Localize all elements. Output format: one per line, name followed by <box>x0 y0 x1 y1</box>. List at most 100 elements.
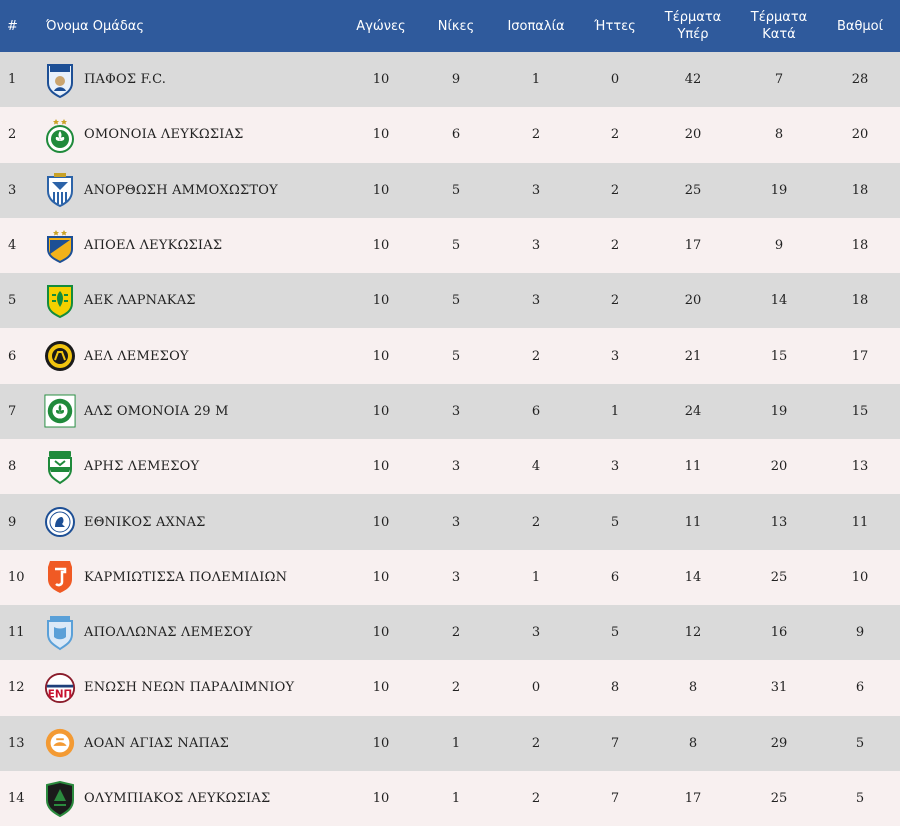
team-info[interactable]: ΕΝΠ ΕΝΩΣΗ ΝΕΩΝ ΠΑΡΑΛΙΜΝΙΟΥ <box>44 670 340 706</box>
team-name[interactable]: ΟΛΥΜΠΙΑΚΟΣ ΛΕΥΚΩΣΙΑΣ <box>84 791 271 806</box>
header-goals-against[interactable]: Τέρματα Κατά <box>738 0 820 52</box>
played-cell: 10 <box>372 238 390 254</box>
team-name[interactable]: ΑΡΗΣ ΛΕΜΕΣΟΥ <box>84 459 200 475</box>
team-name[interactable]: ΑΛΣ ΟΜΟΝΟΙΑ 29 Μ <box>84 403 229 419</box>
table-row[interactable]: 9 ΕΘΝΙΚΟΣ ΑΧΝΑΣ 10 3 2 5 11 13 11 <box>0 494 900 550</box>
gf-cell: 21 <box>684 348 702 364</box>
team-cell[interactable]: ΟΜΟΝΟΙΑ ΛΕΥΚΩΣΙΑΣ <box>40 107 340 162</box>
gf-cell: 25 <box>684 182 702 198</box>
points-cell: 18 <box>851 182 869 198</box>
header-points[interactable]: Βαθμοί <box>836 18 884 34</box>
draws-cell: 2 <box>531 514 541 530</box>
played-cell: 10 <box>372 348 390 364</box>
table-row[interactable]: 3 ΑΝΟΡΘΩΣΗ ΑΜΜΟΧΩΣΤΟΥ 10 5 3 2 25 19 18 <box>0 162 900 218</box>
rank-cell: 2 <box>8 127 17 143</box>
wins-cell: 2 <box>451 625 461 641</box>
gf-cell: 20 <box>684 127 702 143</box>
table-row[interactable]: 13 ΑΟΑΝ ΑΓΙΑΣ ΝΑΠΑΣ 10 1 2 7 8 29 5 <box>0 715 900 771</box>
team-info[interactable]: ΕΘΝΙΚΟΣ ΑΧΝΑΣ <box>44 504 340 540</box>
team-info[interactable]: ΑΡΗΣ ΛΕΜΕΣΟΥ <box>44 449 340 485</box>
table-row[interactable]: 11 ΑΠΟΛΛΩΝΑΣ ΛΕΜΕΣΟΥ 10 2 3 5 12 16 9 <box>0 604 900 661</box>
played-cell: 10 <box>372 791 390 806</box>
team-info[interactable]: ΚΑΡΜΙΩΤΙΣΣΑ ΠΟΛΕΜΙΔΙΩΝ <box>44 559 340 595</box>
table-row[interactable]: 8 ΑΡΗΣ ΛΕΜΕΣΟΥ 10 3 4 3 11 20 13 <box>0 439 900 495</box>
table-row[interactable]: 4 ΑΠΟΕΛ ΛΕΥΚΩΣΙΑΣ 10 5 3 2 17 9 18 <box>0 217 900 274</box>
team-cell[interactable]: ΑΕΚ ΛΑΡΝΑΚΑΣ <box>40 273 340 328</box>
draws-cell: 3 <box>531 238 541 254</box>
team-info[interactable]: ΠΑΦΟΣ F.C. <box>44 62 340 98</box>
team-cell[interactable]: ΑΠΟΛΛΩΝΑΣ ΛΕΜΕΣΟΥ <box>40 605 340 660</box>
table-row[interactable]: 6 ΑΕΛ ΛΕΜΕΣΟΥ 10 5 2 3 21 15 17 <box>0 328 900 384</box>
gf-cell: 17 <box>684 791 702 806</box>
wins-cell: 9 <box>451 72 461 88</box>
team-info[interactable]: ΑΟΑΝ ΑΓΙΑΣ ΝΑΠΑΣ <box>44 725 340 761</box>
team-info[interactable]: ΑΝΟΡΘΩΣΗ ΑΜΜΟΧΩΣΤΟΥ <box>44 172 340 208</box>
team-cell[interactable]: ΕΘΝΙΚΟΣ ΑΧΝΑΣ <box>40 494 340 549</box>
team-info[interactable]: ΟΛΥΜΠΙΑΚΟΣ ΛΕΥΚΩΣΙΑΣ <box>44 780 340 817</box>
team-cell[interactable]: ΑΛΣ ΟΜΟΝΟΙΑ 29 Μ <box>40 384 340 439</box>
ga-cell: 13 <box>770 514 788 530</box>
team-cell[interactable]: ΑΕΛ ΛΕΜΕΣΟΥ <box>40 328 340 383</box>
team-name[interactable]: ΑΝΟΡΘΩΣΗ ΑΜΜΟΧΩΣΤΟΥ <box>84 182 278 198</box>
rank-cell: 13 <box>8 735 25 751</box>
gf-cell: 11 <box>684 514 702 530</box>
team-cell[interactable]: ΑΝΟΡΘΩΣΗ ΑΜΜΟΧΩΣΤΟΥ <box>40 163 340 218</box>
team-name[interactable]: ΚΑΡΜΙΩΤΙΣΣΑ ΠΟΛΕΜΙΔΙΩΝ <box>84 569 288 585</box>
team-cell[interactable]: ΚΑΡΜΙΩΤΙΣΣΑ ΠΟΛΕΜΙΔΙΩΝ <box>40 550 340 605</box>
team-cell[interactable]: ΟΛΥΜΠΙΑΚΟΣ ΛΕΥΚΩΣΙΑΣ <box>40 771 340 826</box>
table-row[interactable]: 7 ΑΛΣ ΟΜΟΝΟΙΑ 29 Μ 10 3 6 1 24 19 15 <box>0 383 900 440</box>
header-draws[interactable]: Ισοπαλία <box>507 18 565 34</box>
played-cell: 10 <box>372 735 390 751</box>
team-cell[interactable]: ΕΝΠ ΕΝΩΣΗ ΝΕΩΝ ΠΑΡΑΛΙΜΝΙΟΥ <box>40 660 340 715</box>
played-cell: 10 <box>372 514 390 530</box>
team-name[interactable]: ΑΟΑΝ ΑΓΙΑΣ ΝΑΠΑΣ <box>84 735 230 751</box>
header-team-name[interactable]: Όνομα Ομάδας <box>46 18 144 34</box>
team-info[interactable]: ΑΕΛ ΛΕΜΕΣΟΥ <box>44 338 340 374</box>
team-cell[interactable]: ΑΟΑΝ ΑΓΙΑΣ ΝΑΠΑΣ <box>40 716 340 771</box>
points-cell: 9 <box>855 625 865 641</box>
enp-crest-icon: ΕΝΠ <box>44 670 76 706</box>
team-name[interactable]: ΑΠΟΕΛ ΛΕΥΚΩΣΙΑΣ <box>84 238 223 254</box>
header-goals-for-line2: Υπέρ <box>677 27 709 42</box>
table-row[interactable]: 5 ΑΕΚ ΛΑΡΝΑΚΑΣ 10 5 3 2 20 14 18 <box>0 273 900 329</box>
ayia-napa-crest-icon <box>44 725 76 761</box>
wins-cell: 3 <box>451 569 461 585</box>
table-row[interactable]: 1 ΠΑΦΟΣ F.C. 10 9 1 0 42 7 28 <box>0 52 900 108</box>
team-info[interactable]: ΑΠΟΕΛ ΛΕΥΚΩΣΙΑΣ <box>44 228 340 264</box>
header-wins[interactable]: Νίκες <box>437 18 475 34</box>
losses-cell: 2 <box>610 238 620 254</box>
team-name[interactable]: ΑΠΟΛΛΩΝΑΣ ΛΕΜΕΣΟΥ <box>84 625 253 641</box>
header-rank[interactable]: # <box>7 18 18 34</box>
losses-cell: 7 <box>610 791 620 806</box>
svg-text:ΕΝΠ: ΕΝΠ <box>48 688 72 700</box>
table-row[interactable]: 10 ΚΑΡΜΙΩΤΙΣΣΑ ΠΟΛΕΜΙΔΙΩΝ 10 3 1 6 14 25 10 <box>0 549 900 605</box>
header-goals-for[interactable]: Τέρματα Υπέρ <box>648 0 738 52</box>
team-cell[interactable]: ΠΑΦΟΣ F.C. <box>40 52 340 107</box>
team-name[interactable]: ΑΕΛ ΛΕΜΕΣΟΥ <box>84 348 189 364</box>
points-cell: 18 <box>851 293 869 309</box>
team-name[interactable]: ΑΕΚ ΛΑΡΝΑΚΑΣ <box>84 293 196 309</box>
gf-cell: 11 <box>684 459 702 475</box>
team-name[interactable]: ΕΝΩΣΗ ΝΕΩΝ ΠΑΡΑΛΙΜΝΙΟΥ <box>84 680 295 696</box>
rank-cell: 8 <box>8 459 17 475</box>
draws-cell: 3 <box>531 182 541 198</box>
ga-cell: 8 <box>774 127 784 143</box>
team-cell[interactable]: ΑΠΟΕΛ ΛΕΥΚΩΣΙΑΣ <box>40 218 340 273</box>
points-cell: 5 <box>855 735 865 751</box>
table-row[interactable]: 12 ΕΝΠ ΕΝΩΣΗ ΝΕΩΝ ΠΑΡΑΛΙΜΝΙΟΥ 10 2 0 8 8 31 6 <box>0 660 900 716</box>
points-cell: 28 <box>851 72 869 88</box>
table-row[interactable]: 2 ΟΜΟΝΟΙΑ ΛΕΥΚΩΣΙΑΣ 10 6 2 2 20 8 20 <box>0 107 900 163</box>
losses-cell: 2 <box>610 182 620 198</box>
header-losses[interactable]: Ήττες <box>594 18 636 34</box>
header-played[interactable]: Αγώνες <box>356 18 406 34</box>
played-cell: 10 <box>372 182 390 198</box>
team-info[interactable]: ΟΜΟΝΟΙΑ ΛΕΥΚΩΣΙΑΣ <box>44 117 340 153</box>
team-name[interactable]: ΟΜΟΝΟΙΑ ΛΕΥΚΩΣΙΑΣ <box>84 127 244 143</box>
table-row[interactable]: 14 ΟΛΥΜΠΙΑΚΟΣ ΛΕΥΚΩΣΙΑΣ 10 1 2 7 17 25 5 <box>0 770 900 826</box>
team-name[interactable]: ΕΘΝΙΚΟΣ ΑΧΝΑΣ <box>84 514 206 530</box>
team-info[interactable]: ΑΠΟΛΛΩΝΑΣ ΛΕΜΕΣΟΥ <box>44 615 340 651</box>
team-info[interactable]: ΑΕΚ ΛΑΡΝΑΚΑΣ <box>44 283 340 319</box>
team-cell[interactable]: ΑΡΗΣ ΛΕΜΕΣΟΥ <box>40 439 340 494</box>
team-name[interactable]: ΠΑΦΟΣ F.C. <box>84 72 167 88</box>
team-info[interactable]: ΑΛΣ ΟΜΟΝΟΙΑ 29 Μ <box>44 393 340 429</box>
